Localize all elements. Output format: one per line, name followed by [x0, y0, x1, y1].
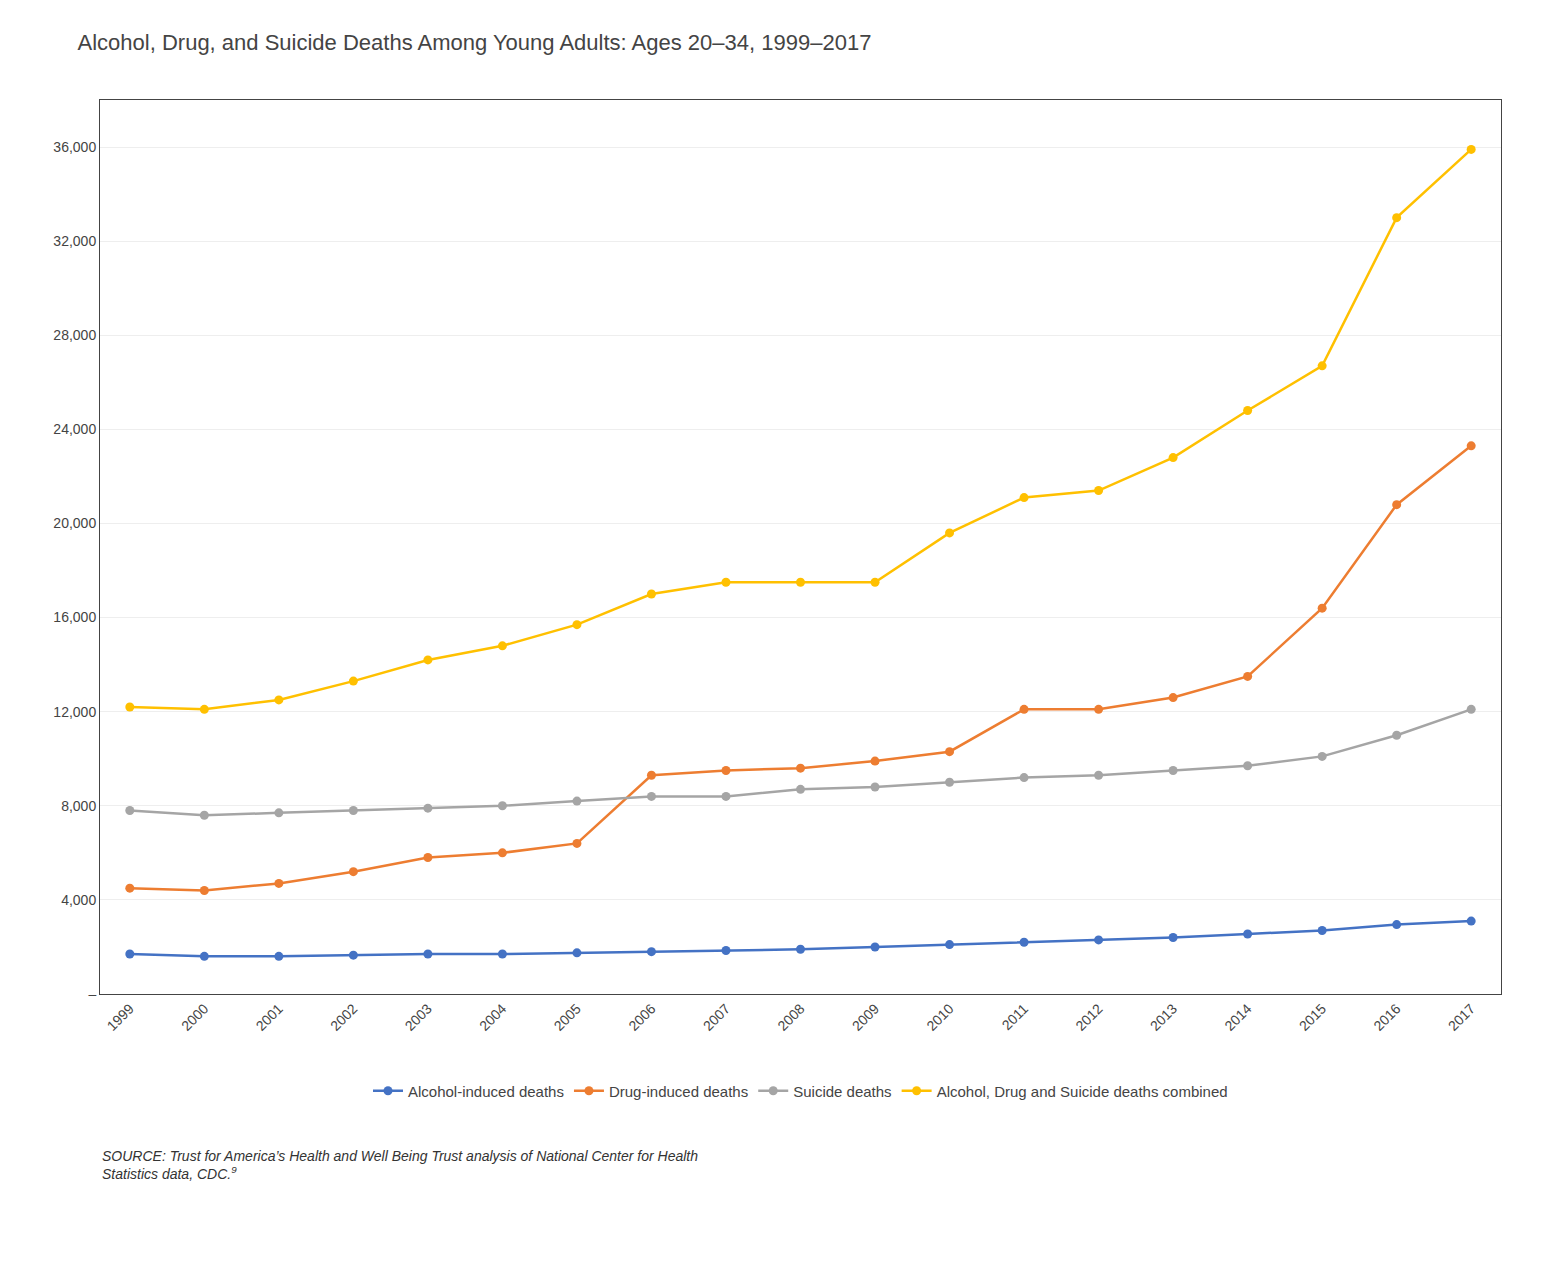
svg-text:2016: 2016 [1370, 1000, 1403, 1033]
svg-text:2001: 2001 [253, 1000, 286, 1033]
svg-text:–: – [88, 986, 96, 1002]
svg-text:12,000: 12,000 [53, 704, 96, 720]
svg-text:2008: 2008 [774, 1000, 807, 1033]
svg-text:2005: 2005 [551, 1000, 584, 1033]
svg-text:2011: 2011 [999, 1000, 1032, 1033]
svg-text:2000: 2000 [178, 1000, 211, 1033]
svg-text:Alcohol, Drug and Suicide deat: Alcohol, Drug and Suicide deaths combine… [937, 1083, 1228, 1100]
svg-text:4,000: 4,000 [61, 892, 96, 908]
svg-text:SOURCE: Trust for America’s He: SOURCE: Trust for America’s Health and W… [102, 1148, 698, 1182]
svg-text:1999: 1999 [104, 1000, 137, 1033]
svg-text:36,000: 36,000 [53, 139, 96, 155]
svg-text:2010: 2010 [923, 1000, 956, 1033]
svg-text:2014: 2014 [1221, 1000, 1254, 1033]
svg-text:2003: 2003 [402, 1000, 435, 1033]
svg-text:2004: 2004 [476, 1000, 509, 1033]
svg-text:28,000: 28,000 [53, 327, 96, 343]
svg-text:2017: 2017 [1445, 1000, 1478, 1033]
svg-text:24,000: 24,000 [53, 421, 96, 437]
svg-text:2009: 2009 [849, 1000, 882, 1033]
svg-text:20,000: 20,000 [53, 515, 96, 531]
svg-text:Suicide deaths: Suicide deaths [793, 1083, 891, 1100]
svg-text:Alcohol-induced deaths: Alcohol-induced deaths [408, 1083, 564, 1100]
svg-text:2002: 2002 [327, 1000, 360, 1033]
svg-text:2015: 2015 [1296, 1000, 1329, 1033]
svg-text:2006: 2006 [625, 1000, 658, 1033]
svg-text:8,000: 8,000 [61, 798, 96, 814]
svg-text:2012: 2012 [1072, 1000, 1105, 1033]
svg-text:32,000: 32,000 [53, 233, 96, 249]
svg-text:2013: 2013 [1147, 1000, 1180, 1033]
svg-text:Drug-induced deaths: Drug-induced deaths [609, 1083, 748, 1100]
svg-text:2007: 2007 [700, 1000, 733, 1033]
svg-text:16,000: 16,000 [53, 609, 96, 625]
svg-text:Alcohol, Drug, and Suicide Dea: Alcohol, Drug, and Suicide Deaths Among … [78, 30, 872, 55]
